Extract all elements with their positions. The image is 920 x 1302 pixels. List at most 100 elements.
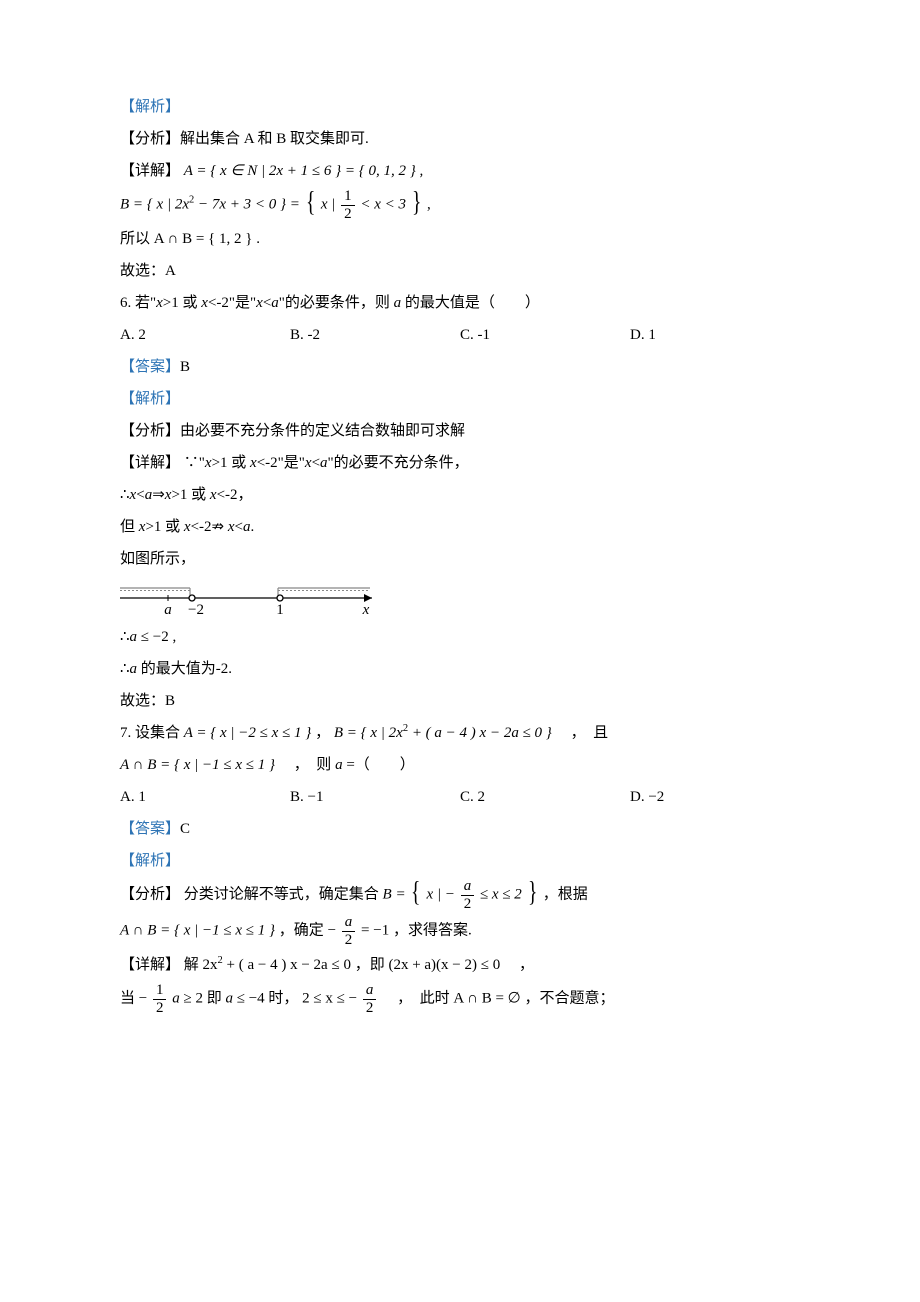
den: 2 — [342, 932, 356, 949]
q6-options: A. 2 B. -2 C. -1 D. 1 — [120, 320, 800, 350]
q6-c1: ∴a ≤ −2 , — [120, 622, 800, 652]
fraction: a2 — [342, 914, 356, 948]
label: 【分析】 — [120, 423, 180, 439]
label-xiangjie: 【详解】 — [120, 163, 180, 179]
answer: C — [180, 821, 190, 837]
q6-fenxi: 【分析】由必要不充分条件的定义结合数轴即可求解 — [120, 416, 800, 446]
t: "的必要条件，则 — [279, 295, 394, 311]
brace-right: } — [528, 879, 537, 907]
answer: B — [180, 359, 190, 375]
fraction: a2 — [363, 982, 377, 1016]
label: 【分析】 — [120, 886, 180, 902]
math: 2 ≤ x ≤ — [302, 990, 348, 1006]
label: 故选： — [120, 263, 165, 279]
option-a: A. 2 — [120, 320, 290, 350]
option-b: B. −1 — [290, 782, 460, 812]
t: ， — [315, 725, 330, 741]
math: B = — [383, 886, 410, 902]
option-b: B. -2 — [290, 320, 460, 350]
t: < — [136, 487, 144, 503]
t: >1 或 — [145, 519, 183, 535]
option-c: C. -1 — [460, 320, 630, 350]
q6-answer: 【答案】B — [120, 352, 800, 382]
math: a — [172, 990, 180, 1006]
svg-text:x: x — [362, 602, 370, 618]
math: A ∩ B = { x | −1 ≤ x ≤ 1 } — [120, 757, 275, 773]
math: ≥ 2 即 — [183, 990, 225, 1006]
math: ≤ −4 时， — [233, 990, 298, 1006]
t: =（ ） — [343, 757, 415, 773]
math: A = { x ∈ N | 2x + 1 ≤ 6 } = { 0, 1, 2 }… — [184, 163, 424, 179]
q5-detail-A: 【详解】 A = { x ∈ N | 2x + 1 ≤ 6 } = { 0, 1… — [120, 156, 800, 186]
t: < — [312, 455, 320, 471]
t: 当 — [120, 990, 139, 1006]
t: ≤ −2 , — [137, 629, 176, 645]
heading-jiexi: 【解析】 — [120, 384, 800, 414]
math: < x < 3 — [360, 196, 406, 212]
answer: B — [165, 693, 175, 709]
math: A ∩ B = { x | −1 ≤ x ≤ 1 } — [120, 922, 275, 938]
math: − — [349, 990, 357, 1006]
q5-detail-C: 所以 A ∩ B = { 1, 2 } . — [120, 224, 800, 254]
den: 2 — [341, 206, 355, 223]
den: 2 — [153, 1000, 167, 1017]
option-d: D. −2 — [630, 782, 800, 812]
t: >1 或 — [212, 455, 250, 471]
t: < — [235, 519, 243, 535]
q7-stem-2: A ∩ B = { x | −1 ≤ x ≤ 1 } ， 则 a =（ ） — [120, 750, 800, 780]
t: >1 或 — [163, 295, 201, 311]
q5-fenxi: 【分析】解出集合 A 和 B 取交集即可. — [120, 124, 800, 154]
t: >1 或 — [171, 487, 209, 503]
t: ，确定 — [279, 922, 328, 938]
t: 的最大值为-2. — [137, 661, 232, 677]
t: . — [251, 519, 255, 535]
math: A = { x | −2 ≤ x ≤ 1 } — [184, 725, 312, 741]
math: 所以 A ∩ B = { 1, 2 } . — [120, 231, 260, 247]
text: 解出集合 A 和 B 取交集即可. — [180, 131, 369, 147]
den: 2 — [363, 1000, 377, 1017]
q6-d2: ∴x<a⇒x>1 或 x<-2， — [120, 480, 800, 510]
t: ，根据 — [543, 886, 588, 902]
q6-d1: 【详解】 ∵"x>1 或 x<-2"是"x<a"的必要不充分条件， — [120, 448, 800, 478]
t: 但 — [120, 519, 139, 535]
brace-right: } — [412, 189, 421, 217]
text: 由必要不充分条件的定义结合数轴即可求解 — [180, 423, 465, 439]
t: ∴ — [120, 487, 130, 503]
q7-d2: 当 − 12 a ≥ 2 即 a ≤ −4 时， 2 ≤ x ≤ − a2 ， … — [120, 982, 800, 1016]
math: x | − — [427, 886, 455, 902]
qnum: 6. — [120, 295, 131, 311]
math: − 7x + 3 < 0 } = — [194, 196, 303, 212]
math: − — [139, 990, 147, 1006]
label-fenxi: 【分析】 — [120, 131, 180, 147]
math: B = { x | 2x — [334, 725, 403, 741]
fraction: 12 — [341, 188, 355, 222]
brace-left: { — [411, 879, 420, 907]
q7-fenxi-2: A ∩ B = { x | −1 ≤ x ≤ 1 } ，确定 − a2 = −1… — [120, 914, 800, 948]
math: ， 此时 A ∩ B = ∅ ，不合题意； — [382, 990, 614, 1006]
qnum: 7. — [120, 725, 131, 741]
t: <-2⇏ — [191, 519, 228, 535]
num: a — [363, 982, 377, 1000]
t: 设集合 — [135, 725, 184, 741]
math: x | — [321, 196, 339, 212]
math: B = { x | 2x — [120, 196, 189, 212]
answer: A — [165, 263, 176, 279]
math: = −1 — [361, 922, 389, 938]
q7-fenxi-1: 【分析】 分类讨论解不等式，确定集合 B = { x | − a2 ≤ x ≤ … — [120, 878, 800, 912]
t: ， 则 — [279, 757, 335, 773]
q6-guxuan: 故选：B — [120, 686, 800, 716]
math: 解 2x — [184, 957, 218, 973]
svg-text:−2: −2 — [188, 602, 204, 618]
fraction: 12 — [153, 982, 167, 1016]
t: ∵" — [184, 455, 205, 471]
t: ⇒ — [152, 487, 165, 503]
label: 【答案】 — [120, 821, 180, 837]
t: <-2"是" — [257, 455, 305, 471]
t: "的必要不充分条件， — [328, 455, 469, 471]
option-d: D. 1 — [630, 320, 800, 350]
q7-d1: 【详解】 解 2x2 + ( a − 4 ) x − 2a ≤ 0 ，即 (2x… — [120, 950, 800, 980]
number-line-diagram: a−21x — [120, 578, 380, 620]
svg-text:a: a — [164, 602, 172, 618]
q7-options: A. 1 B. −1 C. 2 D. −2 — [120, 782, 800, 812]
num: a — [342, 914, 356, 932]
